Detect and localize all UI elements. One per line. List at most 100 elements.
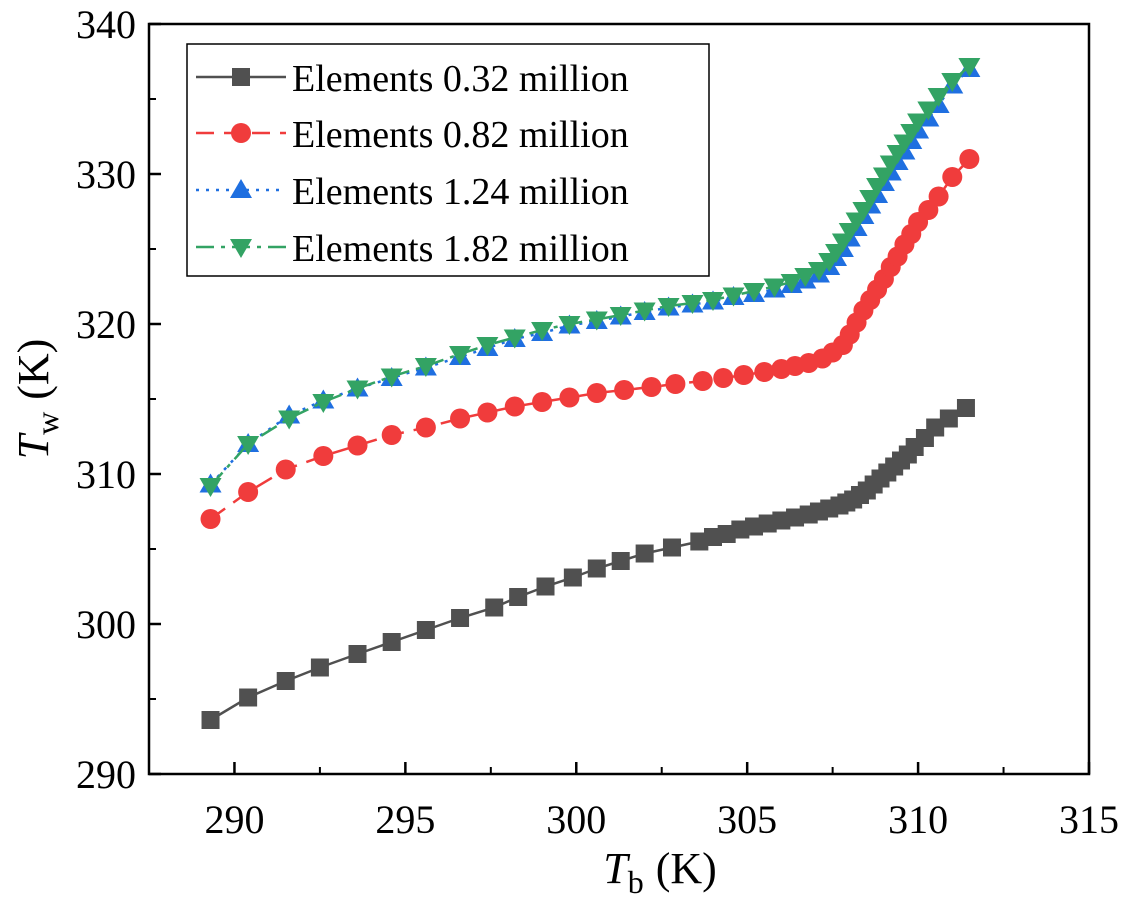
- data-point: [313, 446, 334, 466]
- data-point: [731, 520, 750, 539]
- data-point: [559, 387, 580, 408]
- data-point: [641, 377, 662, 397]
- data-point: [941, 73, 964, 92]
- x-tick-label: 315: [1059, 797, 1119, 842]
- data-point: [754, 362, 775, 382]
- data-point: [665, 374, 686, 394]
- data-point: [477, 402, 498, 423]
- data-point: [310, 658, 329, 677]
- data-point: [942, 167, 963, 187]
- data-point: [872, 167, 895, 187]
- y-tick-label: 300: [76, 602, 136, 647]
- data-point: [692, 371, 713, 391]
- y-tick-label: 330: [76, 152, 136, 197]
- data-point: [681, 295, 704, 314]
- data-point: [780, 274, 803, 293]
- series-layer: [199, 58, 981, 729]
- data-point: [690, 532, 709, 551]
- data-point: [859, 190, 882, 209]
- data-point: [907, 113, 930, 133]
- data-point: [275, 459, 296, 480]
- data-point: [504, 396, 525, 417]
- x-tick-label: 290: [204, 797, 264, 842]
- data-point: [199, 478, 222, 497]
- data-point: [558, 316, 581, 335]
- data-point: [959, 149, 980, 169]
- legend-entry-1: Elements 0.82 million: [196, 114, 629, 156]
- data-point: [745, 517, 764, 536]
- data-point: [609, 307, 632, 326]
- data-point: [704, 528, 722, 546]
- data-point: [382, 633, 401, 651]
- data-point: [200, 509, 221, 529]
- series-0: [201, 399, 975, 729]
- data-point: [657, 298, 680, 317]
- y-axis-title: Tw(K): [9, 339, 65, 460]
- data-point: [414, 358, 437, 377]
- x-tick-label: 300: [546, 797, 606, 842]
- legend-label-0: Elements 0.32 million: [292, 58, 629, 100]
- legend-label-2: Elements 1.24 million: [292, 171, 629, 213]
- x-tick-label: 305: [717, 797, 777, 842]
- legend-entry-3: Elements 1.82 million: [196, 228, 629, 270]
- x-tick-label: 295: [375, 797, 435, 842]
- legend-entry-0: Elements 0.32 million: [196, 58, 629, 100]
- data-point: [503, 329, 526, 349]
- legend-label-1: Elements 0.82 million: [292, 114, 629, 156]
- data-point: [662, 538, 681, 557]
- data-point: [449, 346, 472, 365]
- data-point: [509, 588, 528, 606]
- tick-layer: 290 295 300 305 310 315 290 300 310 320 330 340: [76, 2, 1119, 842]
- data-point: [614, 380, 635, 400]
- data-point: [927, 88, 950, 107]
- legend-label-3: Elements 1.82 million: [292, 228, 629, 270]
- data-point: [536, 577, 555, 596]
- y-tick-label: 340: [76, 2, 136, 47]
- legend-marker-shape: [231, 123, 251, 143]
- data-point: [956, 399, 975, 417]
- data-point: [485, 598, 504, 617]
- data-point: [563, 568, 582, 587]
- data-point: [733, 365, 754, 385]
- data-point: [928, 186, 949, 207]
- data-point: [415, 417, 436, 438]
- data-point: [763, 278, 786, 298]
- legend-marker-shape: [230, 179, 252, 198]
- legend-marker-1: [231, 123, 251, 143]
- data-point: [348, 645, 367, 663]
- legend-marker-0: [232, 68, 250, 86]
- data-point: [794, 268, 817, 287]
- data-point: [917, 101, 940, 121]
- y-tick-label: 310: [76, 452, 136, 497]
- data-point: [786, 508, 805, 527]
- legend-marker-3: [230, 239, 252, 258]
- data-point: [276, 672, 295, 690]
- data-point: [239, 688, 258, 707]
- legend: Elements 0.32 million Elements 0.82 mill…: [186, 43, 710, 277]
- data-point: [713, 368, 734, 388]
- data-point: [532, 392, 553, 412]
- data-point: [958, 58, 981, 77]
- data-point: [381, 425, 402, 445]
- data-point: [416, 621, 435, 639]
- data-point: [476, 337, 499, 356]
- data-point: [380, 368, 403, 388]
- series-1: [200, 149, 980, 529]
- data-point: [717, 525, 736, 543]
- data-point: [278, 410, 301, 430]
- data-point: [939, 409, 958, 428]
- data-point: [758, 514, 777, 533]
- data-point: [807, 262, 830, 281]
- data-point: [722, 287, 745, 307]
- data-point: [702, 292, 724, 311]
- data-point: [201, 711, 220, 729]
- data-point: [451, 609, 470, 627]
- data-point: [586, 383, 607, 403]
- data-point: [450, 408, 471, 429]
- data-point: [312, 394, 335, 413]
- data-point: [772, 511, 791, 530]
- y-tick-label: 290: [76, 752, 136, 797]
- data-point: [585, 311, 608, 331]
